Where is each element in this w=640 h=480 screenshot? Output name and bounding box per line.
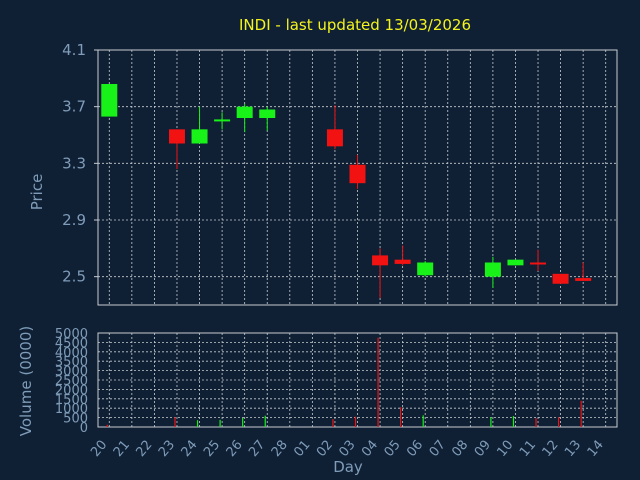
candle-body [552,273,569,284]
candlestick [101,84,118,117]
candlestick [507,259,524,266]
candlestick [349,154,366,189]
day-tick-label: 03 [336,438,358,460]
candle-body [326,129,343,147]
day-tick-label: 11 [517,438,539,460]
candle-body [484,262,501,277]
volume-tick-label: 1500 [55,393,88,408]
day-tick-label: 20 [88,438,110,460]
volume-axis-label: Volume (0000) [17,326,35,436]
candle-body [372,255,389,266]
day-tick-label: 04 [359,438,381,460]
volume-tick-label: 5000 [55,327,88,342]
candlestick [417,261,434,277]
candlestick [394,245,411,266]
price-tick-label: 2.9 [62,211,86,229]
volume-tick-label: 1000 [55,402,88,417]
candle-body [259,109,276,118]
volume-tick-label: 500 [63,412,88,427]
day-tick-label: 22 [133,438,155,460]
day-tick-label: 08 [449,438,471,460]
candlestick [530,249,547,271]
candlestick [575,262,592,281]
price-tick-label: 4.1 [62,41,86,59]
candle-body [236,106,253,118]
candle-body [349,164,366,184]
price-tick-label: 3.7 [62,98,86,116]
candle-body [417,262,434,276]
price-tick-label: 2.5 [62,268,86,286]
day-tick-label: 01 [291,438,313,460]
day-tick-label: 06 [404,438,426,460]
candlestick [191,106,208,144]
candle-body [575,278,592,281]
day-tick-label: 28 [269,438,291,460]
candle-body [214,119,231,122]
candlestick [326,105,343,150]
day-tick-label: 27 [246,438,268,460]
day-tick-label: 14 [585,438,607,460]
candle-body [394,259,411,264]
price-tick-label: 3.3 [62,154,86,172]
day-tick-label: 07 [427,438,449,460]
candlestick [259,106,276,131]
candlestick [372,248,389,298]
volume-tick-label: 2000 [55,383,88,398]
day-tick-label: 21 [111,438,133,460]
day-tick-label: 25 [201,438,223,460]
volume-tick-label: 2500 [55,374,88,389]
day-tick-label: 05 [382,438,404,460]
volume-tick-label: 4500 [55,336,88,351]
chart-title: INDI - last updated 13/03/2026 [239,16,471,34]
candle-body [507,259,524,266]
candle-body [530,262,547,265]
day-tick-label: 10 [494,438,516,460]
day-tick-label: 26 [224,438,246,460]
candle-body [101,84,118,117]
volume-tick-label: 4000 [55,346,88,361]
candlestick [168,129,185,169]
candle-body [168,129,185,144]
volume-tick-label: 0 [80,421,88,436]
candle-body [191,129,208,144]
day-tick-label: 02 [314,438,336,460]
candlestick [214,112,231,130]
volume-tick-label: 3000 [55,365,88,380]
volume-panel: 5000450040003500300025002000150010005000… [55,327,618,460]
day-tick-label: 24 [179,438,201,460]
day-tick-label: 23 [156,438,178,460]
volume-tick-label: 3500 [55,355,88,370]
day-tick-label: 13 [562,438,584,460]
price-panel: 4.1 3.7 3.3 2.9 2.5 [62,41,618,306]
price-axis-label: Price [28,174,46,211]
candlestick [236,103,253,133]
day-tick-label: 09 [472,438,494,460]
day-tick-label: 12 [540,438,562,460]
candlestick [552,273,569,284]
candlestick [484,256,501,288]
day-axis-label: Day [333,458,363,476]
